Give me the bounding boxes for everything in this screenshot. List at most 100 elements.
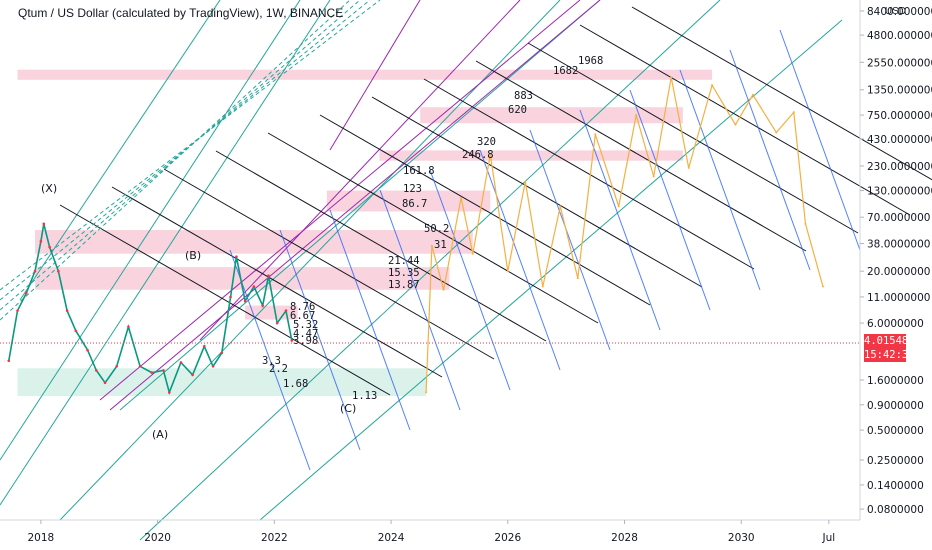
projection-point [524,180,527,183]
projection-point [541,285,544,288]
price-point [16,309,19,312]
price-point [179,361,183,364]
fib-level-label: 3.98 [293,335,318,347]
fib-level-label: 8.76 [290,301,315,313]
fib-level-label: 15.35 [388,267,420,279]
x-tick-label: 2028 [611,532,638,544]
projection-point [821,285,824,288]
parallel-line [371,96,703,288]
x-axis[interactable]: 2018 2020 2022 2024 2026 2028 2030 Jul [27,520,835,544]
dashed-channel-line [0,0,351,321]
price-point [150,371,154,374]
fib-level-label: 1968 [578,55,603,67]
y-tick-label: 430.0000000 [867,134,932,146]
price-point [74,329,78,333]
y-tick-label: 20.0000000 [867,266,930,278]
last-price-value: 4.0154833 [864,335,921,347]
price-point [243,299,247,303]
parallel-line [475,60,807,252]
projection-point [471,252,474,255]
y-axis[interactable]: 8400.0000000 4800.0000000 2550.0000000 1350… [860,6,932,516]
price-point [284,309,288,312]
price-point [252,285,256,288]
projection-point [775,131,778,134]
x-tick-label: 2024 [378,532,405,544]
projection-point [734,123,737,126]
fib-level-label: 320 [477,136,496,148]
wave-label: (C) [340,402,356,415]
y-tick-label: 0.9000000 [867,400,924,412]
price-point [7,359,11,363]
projection-point [652,175,655,178]
wave-label: (X) [41,182,57,195]
fib-time-line [529,129,611,351]
channel-line [19,0,221,301]
parallel-line [111,186,443,378]
parallel-line [267,132,599,324]
highlight-band [35,230,473,254]
median-line [329,0,421,151]
price-point [211,364,215,368]
price-point [235,255,238,258]
price-point [24,291,28,295]
channel-line [0,0,331,506]
channel-line [0,0,301,461]
fib-level-label: 1682 [553,65,578,77]
highlight-zones [17,69,713,397]
price-point [229,295,232,299]
price-point [261,304,264,307]
fib-level-label: 1.13 [352,390,377,402]
parallel-line [59,204,391,396]
y-tick-label: 38.0000000 [867,239,930,251]
price-point [42,222,46,226]
price-point [167,391,171,394]
fib-level-label: 123 [403,183,422,195]
fib-level-label: 13.87 [388,279,420,291]
projection-point [687,166,690,169]
currency-label[interactable]: USD [884,6,906,17]
bar-countdown: 15:42:32 [864,349,915,361]
price-point [65,309,69,312]
projection-point [559,205,562,208]
price-point [48,245,51,249]
price-point [95,369,98,372]
channel-line [259,19,843,521]
fib-time-line [429,169,511,391]
highlight-band [420,107,683,124]
fib-level-label: 50.2 [424,223,449,235]
parallel-line [423,78,755,270]
median-line [199,0,521,341]
projection-point [576,277,579,280]
fib-level-label: 21.44 [388,255,420,267]
fib-time-line [379,189,461,411]
chart-title: Qtum / US Dollar (calculated by TradingV… [18,6,344,20]
x-tick-label: 2026 [494,532,521,544]
parallel-line [215,150,547,342]
highlight-band [326,190,491,212]
dashed-channel-line [0,0,371,301]
price-point [162,369,165,372]
fib-level-label: 31 [434,239,447,251]
y-tick-label: 0.1400000 [867,480,924,492]
price-point [202,344,206,348]
fib-time-line [479,149,561,371]
fib-level-label: 161.8 [403,165,435,177]
y-tick-label: 230.0000000 [867,161,932,173]
fib-time-line [729,49,811,271]
dashed-channel-line [0,0,361,311]
fib-level-label: 620 [508,104,527,116]
fib-time-line [629,89,711,311]
fib-time-line [279,229,361,451]
fib-time-line [229,249,311,471]
fib-level-label: 1.68 [283,378,308,390]
parallel-line [163,168,495,360]
projection-point [430,244,433,247]
price-point [127,325,130,329]
projection-point [617,205,620,208]
fib-level-label: 86.7 [402,198,427,210]
y-tick-label: 0.5000000 [867,425,924,437]
price-point [267,274,270,278]
